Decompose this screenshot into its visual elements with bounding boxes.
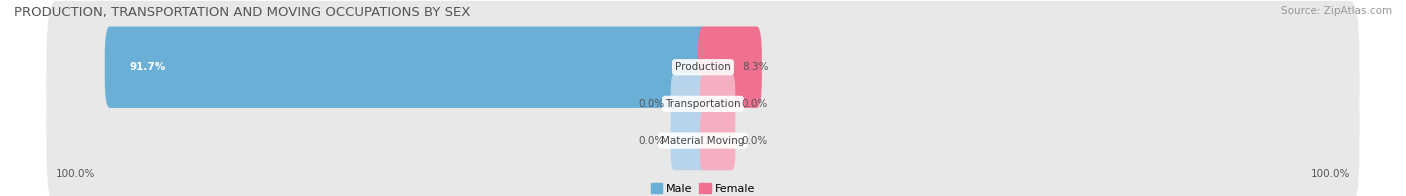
Text: 8.3%: 8.3%: [742, 62, 768, 72]
FancyBboxPatch shape: [671, 74, 706, 134]
Text: 0.0%: 0.0%: [638, 99, 664, 109]
FancyBboxPatch shape: [105, 26, 709, 108]
Legend: Male, Female: Male, Female: [647, 179, 759, 196]
Text: 100.0%: 100.0%: [56, 169, 96, 179]
Text: Material Moving: Material Moving: [661, 136, 745, 146]
FancyBboxPatch shape: [697, 26, 762, 108]
Text: 0.0%: 0.0%: [742, 99, 768, 109]
FancyBboxPatch shape: [46, 1, 1360, 134]
Text: 100.0%: 100.0%: [1310, 169, 1350, 179]
FancyBboxPatch shape: [700, 111, 735, 170]
Text: 91.7%: 91.7%: [129, 62, 166, 72]
FancyBboxPatch shape: [671, 111, 706, 170]
Text: 0.0%: 0.0%: [638, 136, 664, 146]
FancyBboxPatch shape: [46, 37, 1360, 170]
FancyBboxPatch shape: [46, 74, 1360, 196]
FancyBboxPatch shape: [700, 74, 735, 134]
Text: Production: Production: [675, 62, 731, 72]
Text: PRODUCTION, TRANSPORTATION AND MOVING OCCUPATIONS BY SEX: PRODUCTION, TRANSPORTATION AND MOVING OC…: [14, 6, 471, 19]
Text: Source: ZipAtlas.com: Source: ZipAtlas.com: [1281, 6, 1392, 16]
Text: 0.0%: 0.0%: [742, 136, 768, 146]
Text: Transportation: Transportation: [665, 99, 741, 109]
